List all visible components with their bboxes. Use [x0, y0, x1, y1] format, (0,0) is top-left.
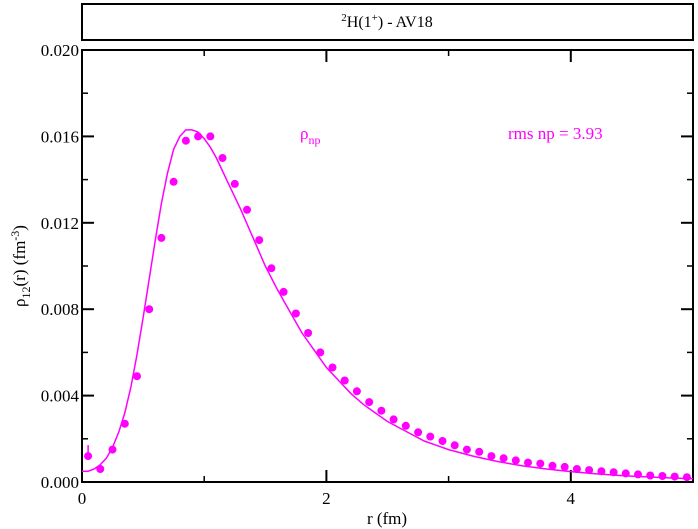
- data-point: [597, 467, 606, 476]
- y-label-rho: ρ: [10, 298, 29, 306]
- data-point: [291, 309, 300, 318]
- data-point: [560, 462, 569, 471]
- data-point: [524, 458, 532, 467]
- x-tick-label: 0: [78, 489, 87, 508]
- data-point: [133, 372, 141, 381]
- data-point: [328, 363, 337, 372]
- y-tick-labels: 0.000 0.004 0.008 0.012 0.016 0.020: [41, 41, 80, 492]
- data-point: [511, 456, 520, 465]
- title-sup-mass: 2: [341, 12, 347, 24]
- y-label-arg: (r) (fm: [10, 241, 29, 287]
- y-tick-label: 0.012: [41, 214, 79, 233]
- data-point: [462, 445, 471, 454]
- data-point: [634, 470, 642, 479]
- axis-ticks: [81, 49, 693, 483]
- data-point: [487, 452, 496, 461]
- data-point: [682, 473, 691, 482]
- data-point: [585, 466, 594, 475]
- title-main-potential: ) - AV18: [378, 14, 433, 31]
- data-point: [401, 421, 410, 430]
- data-point: [169, 177, 178, 186]
- data-point: [96, 465, 105, 473]
- data-point: [658, 472, 667, 480]
- y-axis-label: ρ12(r) (fm-3): [8, 225, 33, 307]
- data-point: [609, 468, 618, 477]
- series-label-main: ρ: [300, 124, 308, 143]
- data-point: [536, 459, 545, 468]
- data-point: [218, 154, 227, 162]
- title-main-element: H(1: [347, 14, 372, 31]
- data-point: [206, 132, 215, 141]
- y-tick-label: 0.004: [41, 387, 80, 406]
- data-point: [377, 406, 386, 415]
- data-point: [499, 454, 508, 463]
- rms-annotation: rms np = 3.93: [508, 124, 603, 143]
- data-point: [304, 329, 313, 337]
- data-point: [243, 205, 251, 214]
- y-label-close: ): [10, 225, 29, 231]
- data-point: [279, 287, 288, 296]
- x-tick-label: 4: [567, 489, 576, 508]
- x-tick-label: 2: [322, 489, 331, 508]
- chart-title: 2H(1+) - AV18: [341, 12, 432, 31]
- y-label-sub: 12: [19, 286, 33, 298]
- plot-frame: [81, 49, 694, 483]
- y-tick-label: 0.016: [41, 127, 79, 146]
- data-point: [450, 441, 459, 450]
- y-tick-label: 0.000: [41, 473, 79, 492]
- density-curve: [82, 129, 694, 480]
- y-tick-label: 0.020: [41, 41, 79, 60]
- data-point: [414, 428, 423, 437]
- data-point: [365, 398, 374, 407]
- data-point: [157, 233, 166, 242]
- data-point: [255, 236, 264, 245]
- data-point: [670, 472, 679, 481]
- data-point: [194, 132, 203, 141]
- data-point: [572, 465, 581, 473]
- series-label-sub: np: [308, 133, 320, 147]
- data-point: [426, 432, 435, 441]
- y-tick-label: 0.008: [41, 300, 79, 319]
- data-point: [438, 437, 447, 445]
- series-label: ρnp: [300, 124, 320, 147]
- x-tick-labels: 0 2 4: [78, 489, 576, 508]
- x-axis-label: r (fm): [367, 509, 407, 528]
- data-point: [108, 445, 117, 454]
- data-point: [389, 415, 398, 424]
- data-point: [145, 305, 154, 314]
- data-point: [340, 376, 349, 385]
- data-point: [230, 179, 239, 188]
- data-point: [120, 419, 129, 428]
- data-point: [621, 469, 630, 478]
- data-point: [548, 461, 557, 470]
- y-label-sup: -3: [8, 231, 22, 241]
- data-point: [352, 387, 361, 396]
- title-box: [81, 3, 694, 41]
- data-point: [181, 136, 190, 145]
- data-point: [475, 447, 484, 456]
- data-point: [267, 264, 276, 273]
- title-sup-spin: +: [372, 12, 378, 24]
- data-point: [646, 471, 655, 480]
- plot-content: [82, 129, 694, 482]
- data-point: [316, 348, 325, 357]
